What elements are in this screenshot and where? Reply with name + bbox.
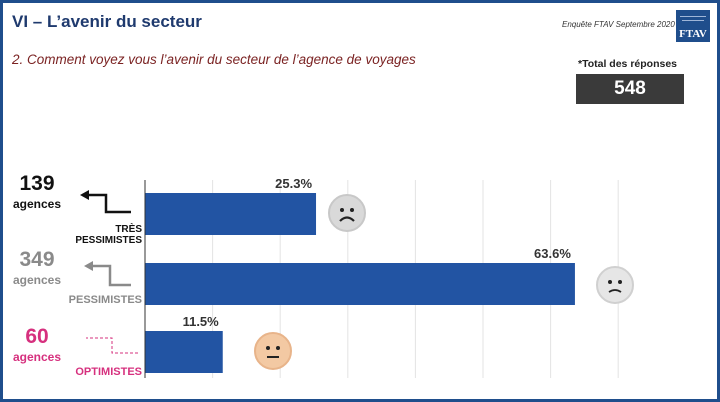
total-value: 548 (576, 74, 684, 104)
bar (145, 331, 223, 373)
count-pessimistic: 349 agences (8, 249, 66, 286)
count-number: 60 (25, 325, 49, 348)
source-note: Enquête FTAV Septembre 2020 (562, 20, 675, 29)
question-title: 2. Comment voyez vous l’avenir du secteu… (12, 52, 416, 67)
slide-title: VI – L’avenir du secteur (12, 12, 202, 31)
count-unit: agences (12, 273, 62, 287)
data-label: 63.6% (534, 246, 571, 261)
arrow-head-icon (80, 190, 89, 200)
connector-pessimistic (88, 264, 131, 287)
ftav-logo: FTAV (676, 10, 710, 42)
category-label-optimistic: OPTIMISTES (75, 366, 142, 378)
bars: 25.3% 63.6% 11.5% (145, 176, 575, 373)
arrow-head-icon (84, 261, 93, 271)
logo-text: FTAV (679, 28, 707, 40)
data-label: 25.3% (275, 176, 312, 191)
logo-line (680, 16, 706, 17)
count-optimistic: 60 agences (8, 326, 66, 363)
category-label-very-pessimistic: TRÈS PESSIMISTES (75, 224, 142, 246)
count-very-pessimistic: 139 agences (8, 173, 66, 210)
count-unit: agences (12, 197, 62, 211)
category-label-pessimistic: PESSIMISTES (68, 294, 142, 306)
data-label: 11.5% (183, 314, 220, 329)
connector-very-pessimistic (84, 193, 131, 214)
count-number: 349 (19, 248, 55, 271)
bar (145, 263, 575, 305)
connector-optimistic (86, 337, 138, 354)
count-number: 139 (19, 172, 55, 195)
logo-line (682, 20, 704, 21)
neutral-face-icon (254, 332, 292, 370)
sad-face-icon (596, 266, 634, 304)
bar (145, 193, 317, 235)
very-sad-face-icon (328, 194, 366, 232)
total-label: *Total des réponses (578, 58, 678, 70)
count-unit: agences (12, 350, 62, 364)
